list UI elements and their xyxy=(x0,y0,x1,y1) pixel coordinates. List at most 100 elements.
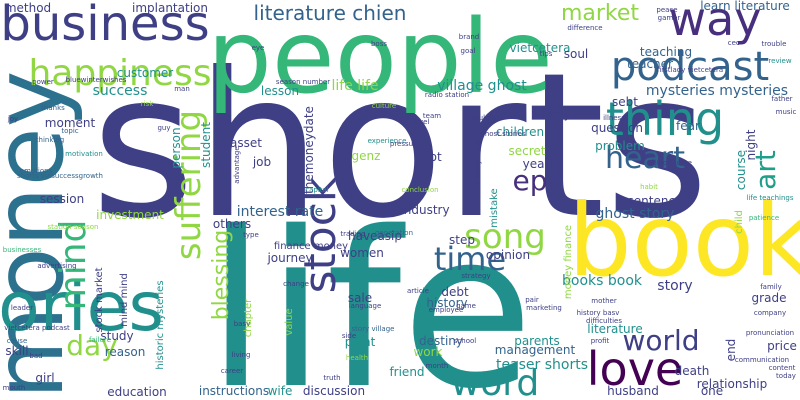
word-illness: illness xyxy=(603,114,625,122)
word-genz: genz xyxy=(352,149,381,163)
word-marketing: marketing xyxy=(526,304,562,312)
word-job: job xyxy=(252,155,271,169)
word-ep: ep xyxy=(513,164,548,197)
word-season-number: season number xyxy=(276,78,330,86)
word-radio-station: radio station xyxy=(425,91,469,99)
word-vietcetera-podcast: vietcetera podcast xyxy=(4,324,70,332)
word-word: word xyxy=(451,363,540,400)
word-time: time xyxy=(434,240,506,278)
word-instructions: instructions xyxy=(199,384,269,398)
word-station-season: station season xyxy=(48,223,99,231)
word-suffering: suffering xyxy=(169,110,209,260)
word-bluewinterwishes: bluewinterwishes xyxy=(66,76,127,84)
word-tips: tips xyxy=(540,50,553,58)
word-art: art xyxy=(749,150,782,190)
word-life-life: life life xyxy=(331,78,378,94)
word-book: book xyxy=(568,182,800,299)
word-habit: habit xyxy=(640,183,658,191)
word-parents: parents xyxy=(514,334,560,348)
word-thanks: thanks xyxy=(41,104,65,112)
word-ghost-story: ghost story xyxy=(596,206,675,222)
word-thing: thing xyxy=(606,92,724,146)
word-debt: debt xyxy=(441,285,469,299)
word-sebt: sebt xyxy=(612,95,638,109)
word-brand: brand xyxy=(459,33,480,41)
word-sale: sale xyxy=(348,291,372,305)
word-stock: stock xyxy=(295,176,346,293)
word-home: home xyxy=(672,159,692,167)
word-finance-money: finance money xyxy=(274,241,348,252)
word-village-ghost: village ghost xyxy=(437,78,527,94)
word-joy: joy xyxy=(7,115,18,123)
word-customer: customer xyxy=(117,66,174,80)
word-point: point xyxy=(345,335,376,349)
word-employee: employee xyxy=(429,306,464,314)
word-step: step xyxy=(449,233,475,247)
word-company: company xyxy=(754,309,786,317)
word-mother: mother xyxy=(591,297,617,305)
word-game: game xyxy=(456,302,476,310)
word-peace: peace xyxy=(656,6,677,14)
word-motivation: motivation xyxy=(65,150,103,158)
word-patience: patience xyxy=(749,214,779,222)
word-living: living xyxy=(232,351,251,359)
word-friend: friend xyxy=(389,365,424,379)
word-life-teachings: life teachings xyxy=(747,194,794,202)
word-risk: risk xyxy=(141,100,154,108)
word-conclusion: conclusion xyxy=(401,186,438,194)
word-children: children xyxy=(496,125,544,139)
word-gamer: gamer xyxy=(658,14,681,22)
word-mouth: mouth xyxy=(3,384,26,392)
word-pair: pair xyxy=(525,296,539,304)
word-health: health xyxy=(346,354,368,362)
word-capital: capital xyxy=(305,186,329,194)
word-teacher: teacher xyxy=(627,57,673,71)
word-shorts-viasuccessgrowth: shorts viasuccessgrowth xyxy=(17,172,103,180)
word-father: father xyxy=(771,95,792,103)
word-thinking: thinking xyxy=(36,136,64,144)
word-career: career xyxy=(221,367,243,375)
word-others: others xyxy=(213,217,251,231)
word-way: way xyxy=(668,0,761,46)
word-discussion: discussion xyxy=(303,384,365,398)
word-end: end xyxy=(724,339,738,362)
word-session: session xyxy=(40,192,84,206)
word-story: story xyxy=(657,278,692,294)
word-eye: eye xyxy=(252,44,265,52)
word-investment: investment xyxy=(96,208,164,222)
word-skill: skill xyxy=(5,344,28,358)
word-side: side xyxy=(342,332,356,340)
word-success: success xyxy=(93,83,148,99)
word-destiny: destiny xyxy=(419,334,463,348)
word-person: person xyxy=(169,127,183,168)
word-pressure: pressure xyxy=(390,140,420,148)
word-sentence: sentence xyxy=(628,194,683,208)
word-happiness: happiness xyxy=(28,53,211,94)
word-historic-mysteries: historic mysteries xyxy=(155,280,166,369)
word-one: one xyxy=(701,384,723,398)
word-soulmate: soulmate xyxy=(471,114,503,122)
word-value: value xyxy=(284,308,295,335)
word-blessing: blessing xyxy=(209,230,234,321)
word-love: love xyxy=(587,342,683,396)
word-vietcetera: vietcetera xyxy=(510,41,571,55)
word-strategy: strategy xyxy=(461,272,490,280)
word-today: today xyxy=(776,372,796,380)
word-advantage: advantage xyxy=(233,146,241,183)
word-year: year xyxy=(523,157,550,171)
word-trading: trading xyxy=(340,230,365,238)
word-wife: wife xyxy=(268,384,293,398)
word-study: study xyxy=(100,329,133,343)
word-music: music xyxy=(776,108,797,116)
word-question: question xyxy=(591,121,643,135)
word-mistake: mistake xyxy=(489,188,500,227)
word-article: article xyxy=(407,287,429,295)
word-lot: lot xyxy=(426,150,442,164)
word-generation: generation xyxy=(375,229,413,237)
word-bad: bad xyxy=(29,352,42,360)
word-type: type xyxy=(243,231,259,239)
word-pronunciation: pronunciation xyxy=(746,329,794,337)
